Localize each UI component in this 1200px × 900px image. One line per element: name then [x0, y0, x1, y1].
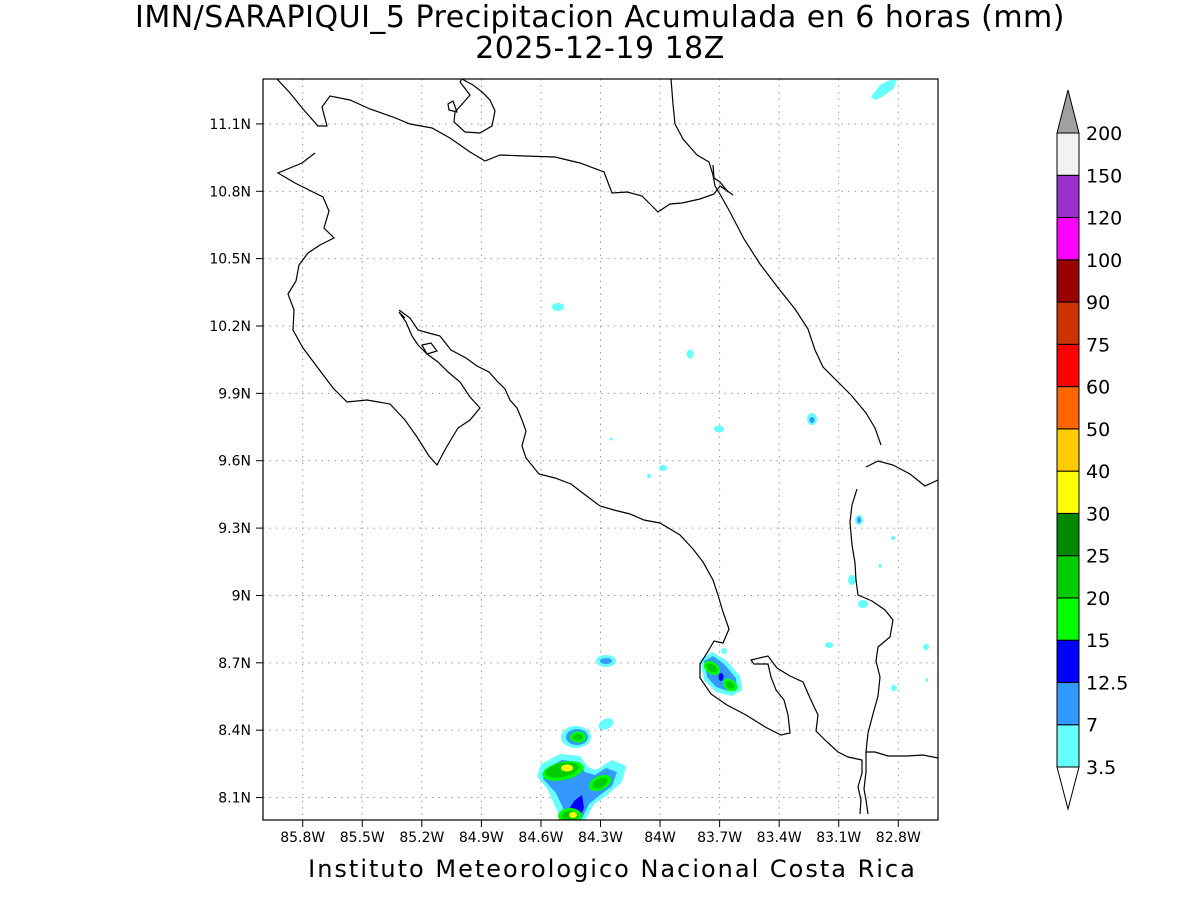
colorbar-label-75: 75	[1086, 334, 1110, 356]
colorbar-swatch-150	[1056, 132, 1080, 176]
colorbar-label-12.5: 12.5	[1086, 672, 1128, 694]
x-tick-label-10: 82.8W	[876, 830, 921, 846]
x-tick-label-0: 85.8W	[280, 830, 325, 846]
colorbar-swatch-120	[1056, 174, 1080, 219]
y-tick-label-8: 10.5N	[209, 252, 251, 268]
x-tick-label-6: 84W	[644, 830, 676, 846]
y-tick-label-10: 11.1N	[209, 117, 251, 133]
colorbar-swatch-15	[1056, 597, 1080, 641]
coastlines	[276, 79, 938, 815]
x-tick-label-7: 83.7W	[697, 830, 742, 846]
colorbar-swatch-90	[1056, 259, 1080, 303]
colorbar-label-3.5: 3.5	[1086, 757, 1116, 779]
y-tick-label-2: 8.7N	[218, 656, 251, 672]
precip-cell-scattered	[552, 80, 929, 691]
colorbar-label-90: 90	[1086, 292, 1110, 314]
chart-title: IMN/SARAPIQUI_5 Precipitacion Acumulada …	[0, 2, 1200, 64]
colorbar-swatch-12.5	[1056, 639, 1080, 683]
colorbar-label-150: 150	[1086, 165, 1122, 187]
gulf-of-nicoya-island	[421, 342, 438, 355]
y-tick-label-1: 8.4N	[218, 723, 251, 739]
colorbar-swatch-75	[1056, 301, 1080, 345]
precip-cell-south-cluster	[537, 718, 626, 820]
caribbean-spit	[712, 164, 729, 193]
colorbar-overflow-triangle	[1056, 89, 1080, 134]
x-tick-label-8: 83.4W	[757, 830, 802, 846]
title-line-1: IMN/SARAPIQUI_5 Precipitacion Acumulada …	[135, 0, 1065, 35]
colorbar-label-20: 20	[1086, 588, 1110, 610]
y-tick-label-3: 9N	[232, 588, 251, 604]
y-tick-label-9: 10.8N	[209, 184, 251, 200]
colorbar-label-50: 50	[1086, 419, 1110, 441]
map-grid	[263, 79, 938, 820]
x-tick-label-2: 85.2W	[399, 830, 444, 846]
colorbar-swatch-60	[1056, 343, 1080, 388]
colorbar-swatch-50	[1056, 386, 1080, 430]
colorbar-swatch-20	[1056, 555, 1080, 599]
y-tick-label-4: 9.3N	[218, 521, 251, 537]
colorbar-swatch-7	[1056, 681, 1080, 726]
nicaragua-lake-shore	[276, 79, 734, 213]
x-tick-label-4: 84.6W	[518, 830, 563, 846]
x-tick-label-5: 84.3W	[578, 830, 623, 846]
colorbar-label-7: 7	[1086, 715, 1098, 737]
colorbar-label-15: 15	[1086, 630, 1110, 652]
colorbar-label-120: 120	[1086, 208, 1122, 230]
lake-islet	[447, 100, 458, 113]
precipitation-shading	[537, 80, 929, 820]
map-axes: 85.8W 85.5W 85.2W 84.9W 84.6W 84.3W 84W 83.7W 83…	[209, 117, 921, 846]
colorbar-swatch-100	[1056, 217, 1080, 261]
x-tick-label-3: 84.9W	[459, 830, 504, 846]
colorbar-label-200: 200	[1086, 123, 1122, 145]
colorbar-swatch-3.5	[1056, 724, 1080, 768]
y-tick-label-5: 9.6N	[218, 454, 251, 470]
colorbar-label-100: 100	[1086, 250, 1122, 272]
colorbar-underflow-triangle	[1056, 766, 1080, 811]
x-tick-label-9: 83.1W	[816, 830, 861, 846]
lake-island-north	[453, 79, 496, 134]
y-tick-label-7: 10.2N	[209, 319, 251, 335]
nicoya-peninsula-and-west-coast	[276, 152, 481, 467]
caribbean-coast-south	[865, 460, 938, 487]
title-line-2: 2025-12-19 18Z	[475, 31, 725, 66]
y-tick-label-6: 9.9N	[218, 386, 251, 402]
panama-border-south	[863, 752, 869, 815]
gulf-of-nicoya-north-shore	[398, 309, 863, 815]
panama-border	[849, 488, 938, 759]
colorbar-label-40: 40	[1086, 461, 1110, 483]
x-tick-label-1: 85.5W	[340, 830, 385, 846]
y-tick-label-0: 8.1N	[218, 791, 251, 807]
colorbar-swatch-40	[1056, 428, 1080, 472]
colorbar-label-25: 25	[1086, 546, 1110, 568]
colorbar-legend: 3.5 7 12.5 15 20 25 30 40 50 60 75 90 100 120 150 200	[1056, 89, 1128, 811]
san-juan-river-to-caribbean	[670, 79, 882, 446]
colorbar-swatch-25	[1056, 512, 1080, 557]
footer-credit: Instituto Meteorologico Nacional Costa R…	[308, 855, 917, 883]
precip-cell-osa-cluster	[700, 652, 742, 696]
colorbar-label-30: 30	[1086, 503, 1110, 525]
colorbar-label-60: 60	[1086, 377, 1110, 399]
colorbar-swatch-30	[1056, 470, 1080, 514]
